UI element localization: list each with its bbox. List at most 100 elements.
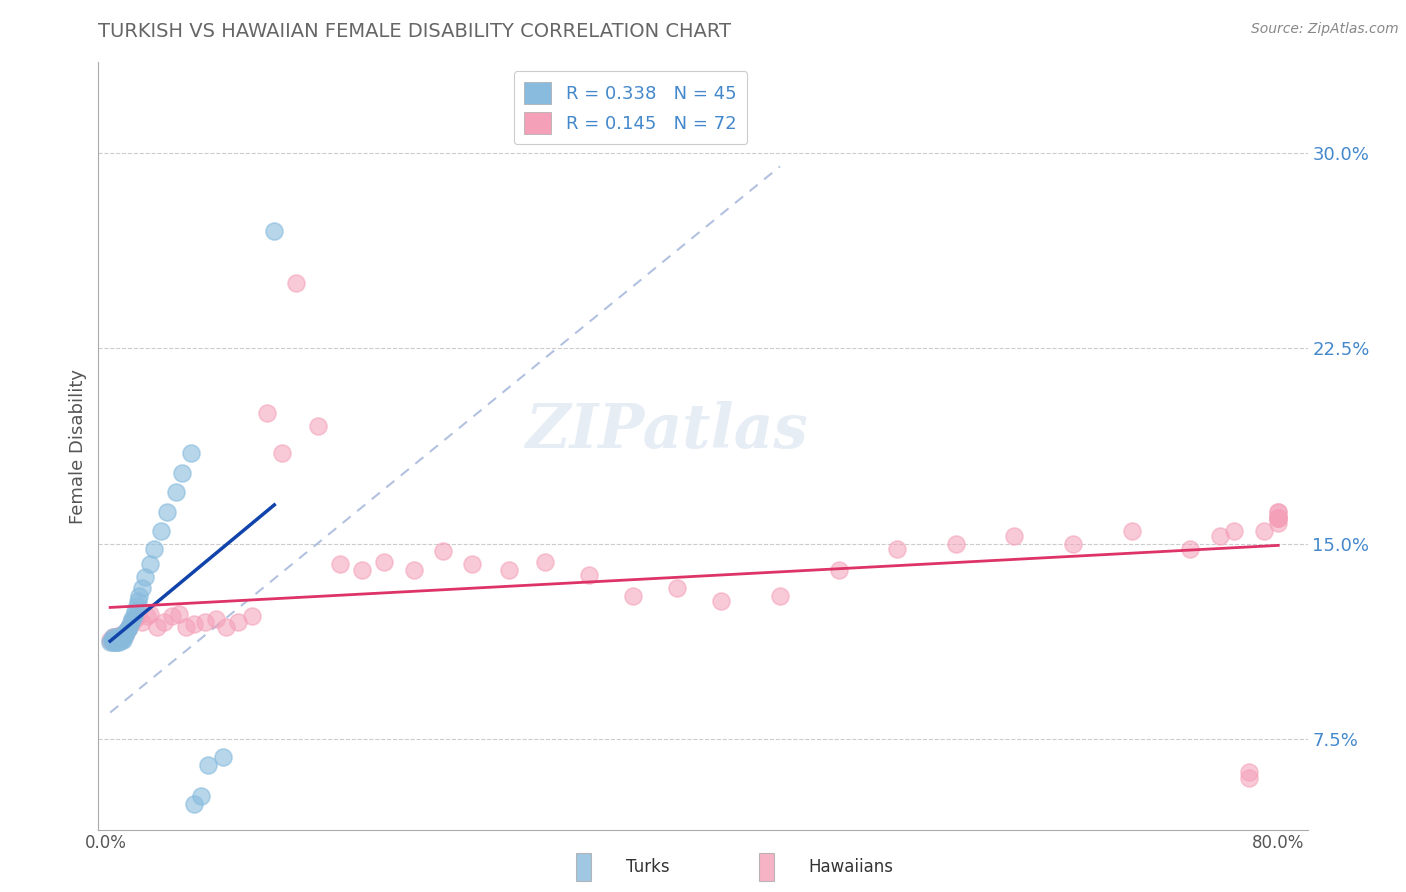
Point (98, 635, 121, 649)
Point (1237, 765, 1260, 780)
Point (134, 570, 156, 584)
Point (352, 562, 374, 576)
Point (103, 630, 125, 644)
Point (135, 609, 157, 624)
Text: TURKISH VS HAWAIIAN FEMALE DISABILITY CORRELATION CHART: TURKISH VS HAWAIIAN FEMALE DISABILITY CO… (98, 22, 731, 41)
Point (121, 612, 143, 626)
Point (131, 581, 153, 595)
Point (122, 609, 145, 624)
Point (1267, 510, 1289, 524)
Point (111, 627, 134, 641)
Point (240, 609, 263, 624)
Point (138, 558, 160, 572)
Point (118, 620, 141, 634)
Point (1253, 524, 1275, 538)
Point (373, 555, 395, 569)
Point (176, 620, 198, 634)
Point (105, 632, 128, 647)
Point (125, 599, 148, 613)
Point (107, 630, 129, 644)
Point (432, 544, 454, 558)
Point (945, 536, 967, 550)
Point (146, 620, 169, 634)
Point (118, 620, 141, 634)
Point (100, 632, 122, 647)
Point (117, 623, 139, 637)
Point (212, 749, 235, 764)
Point (114, 627, 136, 641)
Point (105, 632, 128, 647)
Point (1267, 516, 1289, 530)
Point (121, 615, 143, 629)
Point (769, 589, 792, 603)
Point (111, 630, 134, 644)
Point (101, 630, 124, 644)
Point (197, 757, 219, 772)
Point (108, 632, 131, 647)
Point (167, 607, 190, 621)
Text: Turks: Turks (626, 858, 669, 876)
Point (183, 797, 205, 811)
Point (114, 627, 136, 641)
Point (150, 524, 173, 538)
Point (124, 604, 146, 618)
Point (101, 630, 124, 644)
Point (1267, 505, 1289, 519)
Point (578, 567, 600, 582)
Point (110, 627, 132, 641)
Point (190, 789, 212, 803)
Point (107, 630, 129, 644)
Point (117, 623, 139, 637)
Point (1267, 505, 1289, 519)
Point (103, 632, 125, 647)
Point (108, 635, 131, 649)
Point (108, 632, 131, 647)
Point (98, 632, 121, 647)
Point (127, 593, 149, 607)
Point (534, 555, 557, 569)
Point (107, 632, 129, 647)
Point (183, 617, 205, 632)
Point (180, 445, 202, 459)
Point (827, 562, 849, 576)
Point (710, 593, 733, 607)
Point (498, 562, 520, 576)
Point (1208, 529, 1230, 543)
Point (621, 589, 644, 603)
Point (105, 635, 128, 649)
Point (124, 612, 146, 626)
Point (160, 609, 183, 624)
Point (112, 632, 135, 647)
Point (256, 407, 278, 421)
Point (1223, 524, 1246, 538)
Point (1267, 510, 1289, 524)
Point (128, 589, 150, 603)
Text: Source: ZipAtlas.com: Source: ZipAtlas.com (1251, 22, 1399, 37)
Point (329, 558, 352, 572)
Point (402, 562, 425, 576)
Point (103, 632, 125, 647)
Point (1267, 510, 1289, 524)
Point (115, 624, 138, 639)
Point (105, 630, 128, 644)
Point (107, 635, 129, 649)
Point (138, 607, 160, 621)
Point (165, 484, 187, 499)
Point (886, 541, 908, 556)
Point (112, 630, 135, 644)
Y-axis label: Female Disability: Female Disability (69, 368, 87, 524)
Point (153, 615, 176, 629)
Point (107, 632, 129, 647)
Point (127, 609, 149, 624)
Point (1180, 541, 1202, 556)
Point (1121, 524, 1143, 538)
Point (115, 624, 138, 639)
Point (110, 630, 132, 644)
Point (461, 558, 484, 572)
Point (111, 632, 134, 647)
Legend: R = 0.338   N = 45, R = 0.145   N = 72: R = 0.338 N = 45, R = 0.145 N = 72 (513, 71, 748, 145)
Point (114, 624, 136, 639)
Point (143, 541, 166, 556)
Point (226, 615, 249, 629)
Point (194, 615, 217, 629)
